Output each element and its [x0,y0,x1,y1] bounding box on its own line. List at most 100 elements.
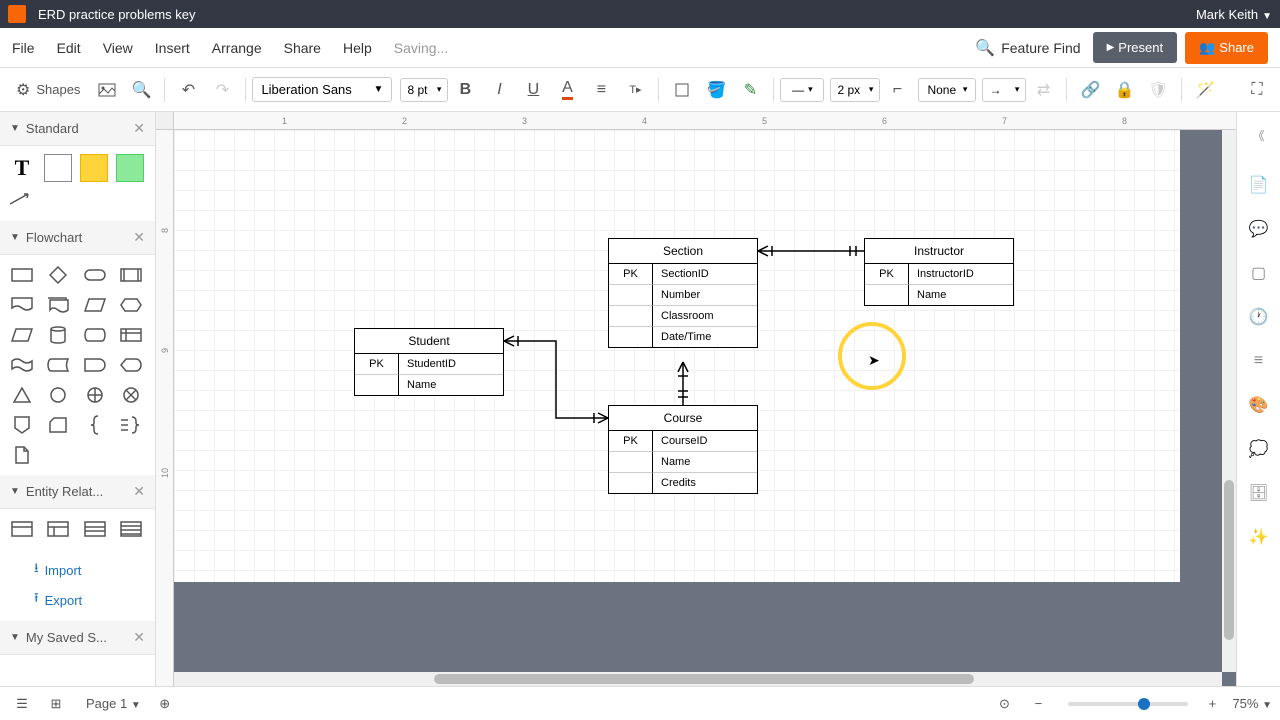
shape-triangle[interactable] [8,383,36,407]
menu-insert[interactable]: Insert [155,40,190,56]
close-icon[interactable]: ✕ [133,483,145,500]
close-icon[interactable]: ✕ [133,229,145,246]
unlock-button[interactable]: 🛡 [1143,75,1173,105]
arrow-shape[interactable] [8,190,36,208]
shape-delay[interactable] [81,353,109,377]
user-menu[interactable]: Mark Keith▼ [1196,7,1272,22]
menu-arrange[interactable]: Arrange [212,40,262,56]
menu-edit[interactable]: Edit [57,40,81,56]
image-button[interactable] [92,75,122,105]
italic-button[interactable]: I [484,75,514,105]
grid-view-button[interactable]: ⊞ [42,690,70,718]
scrollbar-horizontal[interactable] [174,672,1222,686]
dock-data[interactable]: 🗄 [1244,478,1274,508]
shape-or[interactable] [117,383,145,407]
shape-entity4[interactable] [117,517,145,541]
text-color-button[interactable]: A [552,75,582,105]
fill-color-button[interactable]: 🪣 [701,75,731,105]
menu-view[interactable]: View [103,40,133,56]
shape-storeddata[interactable] [44,353,72,377]
dock-comment[interactable]: 💬 [1244,214,1274,244]
add-page-button[interactable]: ⊕ [151,690,179,718]
shapes-toggle[interactable]: ⚙ Shapes [8,75,88,105]
dock-history[interactable]: 🕐 [1244,302,1274,332]
shape-document[interactable] [8,293,36,317]
line-style-select[interactable]: —▾ [780,78,824,102]
text-shape[interactable]: T [8,154,36,182]
align-button[interactable]: ≡ [586,75,616,105]
menu-help[interactable]: Help [343,40,372,56]
shape-entity3[interactable] [81,517,109,541]
rect-shape[interactable] [44,154,72,182]
zoom-in-button[interactable]: + [1198,690,1226,718]
dock-actions[interactable]: ✨ [1244,522,1274,552]
entity-course[interactable]: CoursePKCourseIDNameCredits [608,405,758,494]
shape-note[interactable] [8,443,36,467]
close-icon[interactable]: ✕ [133,120,145,137]
font-size-select[interactable]: 8 pt▾ [400,78,448,102]
underline-button[interactable]: U [518,75,548,105]
flowchart-section-header[interactable]: ▼ Flowchart ✕ [0,221,155,255]
menu-file[interactable]: File [12,40,35,56]
shape-predefined[interactable] [117,263,145,287]
shape-process[interactable] [8,263,36,287]
shape-brace-right[interactable] [117,413,145,437]
shape-internal[interactable] [117,323,145,347]
zoom-fit-button[interactable]: ⊙ [990,690,1018,718]
document-title[interactable]: ERD practice problems key [38,7,1196,22]
shape-brace-left[interactable] [81,413,109,437]
fullscreen-button[interactable]: ⛶ [1242,75,1272,105]
app-logo[interactable] [8,5,26,23]
bold-button[interactable]: B [450,75,480,105]
shape-entity1[interactable] [8,517,36,541]
text-options-button[interactable]: T▸ [620,75,650,105]
feature-find-button[interactable]: 🔍 Feature Find [975,38,1080,58]
menu-share[interactable]: Share [284,40,321,56]
line-color-button[interactable]: ✎ [735,75,765,105]
line-start-select[interactable]: None▾ [918,78,976,102]
zoom-slider[interactable] [1068,702,1188,706]
undo-button[interactable]: ↶ [173,75,203,105]
canvas[interactable]: StudentPKStudentIDName SectionPKSectionID… [174,130,1180,582]
line-end-select[interactable]: →▾ [982,78,1026,102]
list-view-button[interactable]: ☰ [8,690,36,718]
share-button[interactable]: 👥 Share [1185,32,1268,64]
shape-decision[interactable] [44,263,72,287]
entity-student[interactable]: StudentPKStudentIDName [354,328,504,396]
fill-button[interactable] [667,75,697,105]
shape-database[interactable] [44,323,72,347]
line-route-button[interactable]: ⌐ [882,75,912,105]
entity-section[interactable]: SectionPKSectionIDNumberClassroomDate/Ti… [608,238,758,348]
dock-chat[interactable]: 💭 [1244,434,1274,464]
saved-section-header[interactable]: ▼ My Saved S... ✕ [0,621,155,655]
block-shape[interactable] [116,154,144,182]
note-shape[interactable] [80,154,108,182]
shape-multidoc[interactable] [44,293,72,317]
export-button[interactable]: ⭱Export [10,585,145,615]
entity-section-header[interactable]: ▼ Entity Relat... ✕ [0,475,155,509]
search-button[interactable]: 🔍 [126,75,156,105]
shape-terminator[interactable] [81,263,109,287]
shape-parallelogram[interactable] [8,323,36,347]
entity-instructor[interactable]: InstructorPKInstructorIDName [864,238,1014,306]
shape-summing[interactable] [81,383,109,407]
zoom-out-button[interactable]: − [1024,690,1052,718]
present-button[interactable]: ▶ Present [1093,32,1178,63]
shape-card[interactable] [44,413,72,437]
import-button[interactable]: ⭳Import [10,555,145,585]
dock-page[interactable]: 📄 [1244,170,1274,200]
shape-display[interactable] [117,353,145,377]
zoom-level[interactable]: 75% ▼ [1232,696,1272,711]
dock-layers[interactable]: ≡ [1244,346,1274,376]
scrollbar-vertical[interactable] [1222,130,1236,672]
dock-present[interactable]: ▢ [1244,258,1274,288]
page-selector[interactable]: Page 1 ▼ [86,696,141,711]
shape-papertape[interactable] [8,353,36,377]
swap-button[interactable]: ⇄ [1028,75,1058,105]
close-icon[interactable]: ✕ [133,629,145,646]
redo-button[interactable]: ↷ [207,75,237,105]
collapse-dock[interactable]: 《 [1244,120,1274,150]
link-button[interactable]: 🔗 [1075,75,1105,105]
magic-button[interactable]: 🪄 [1190,75,1220,105]
font-select[interactable]: Liberation Sans▼ [252,77,392,102]
